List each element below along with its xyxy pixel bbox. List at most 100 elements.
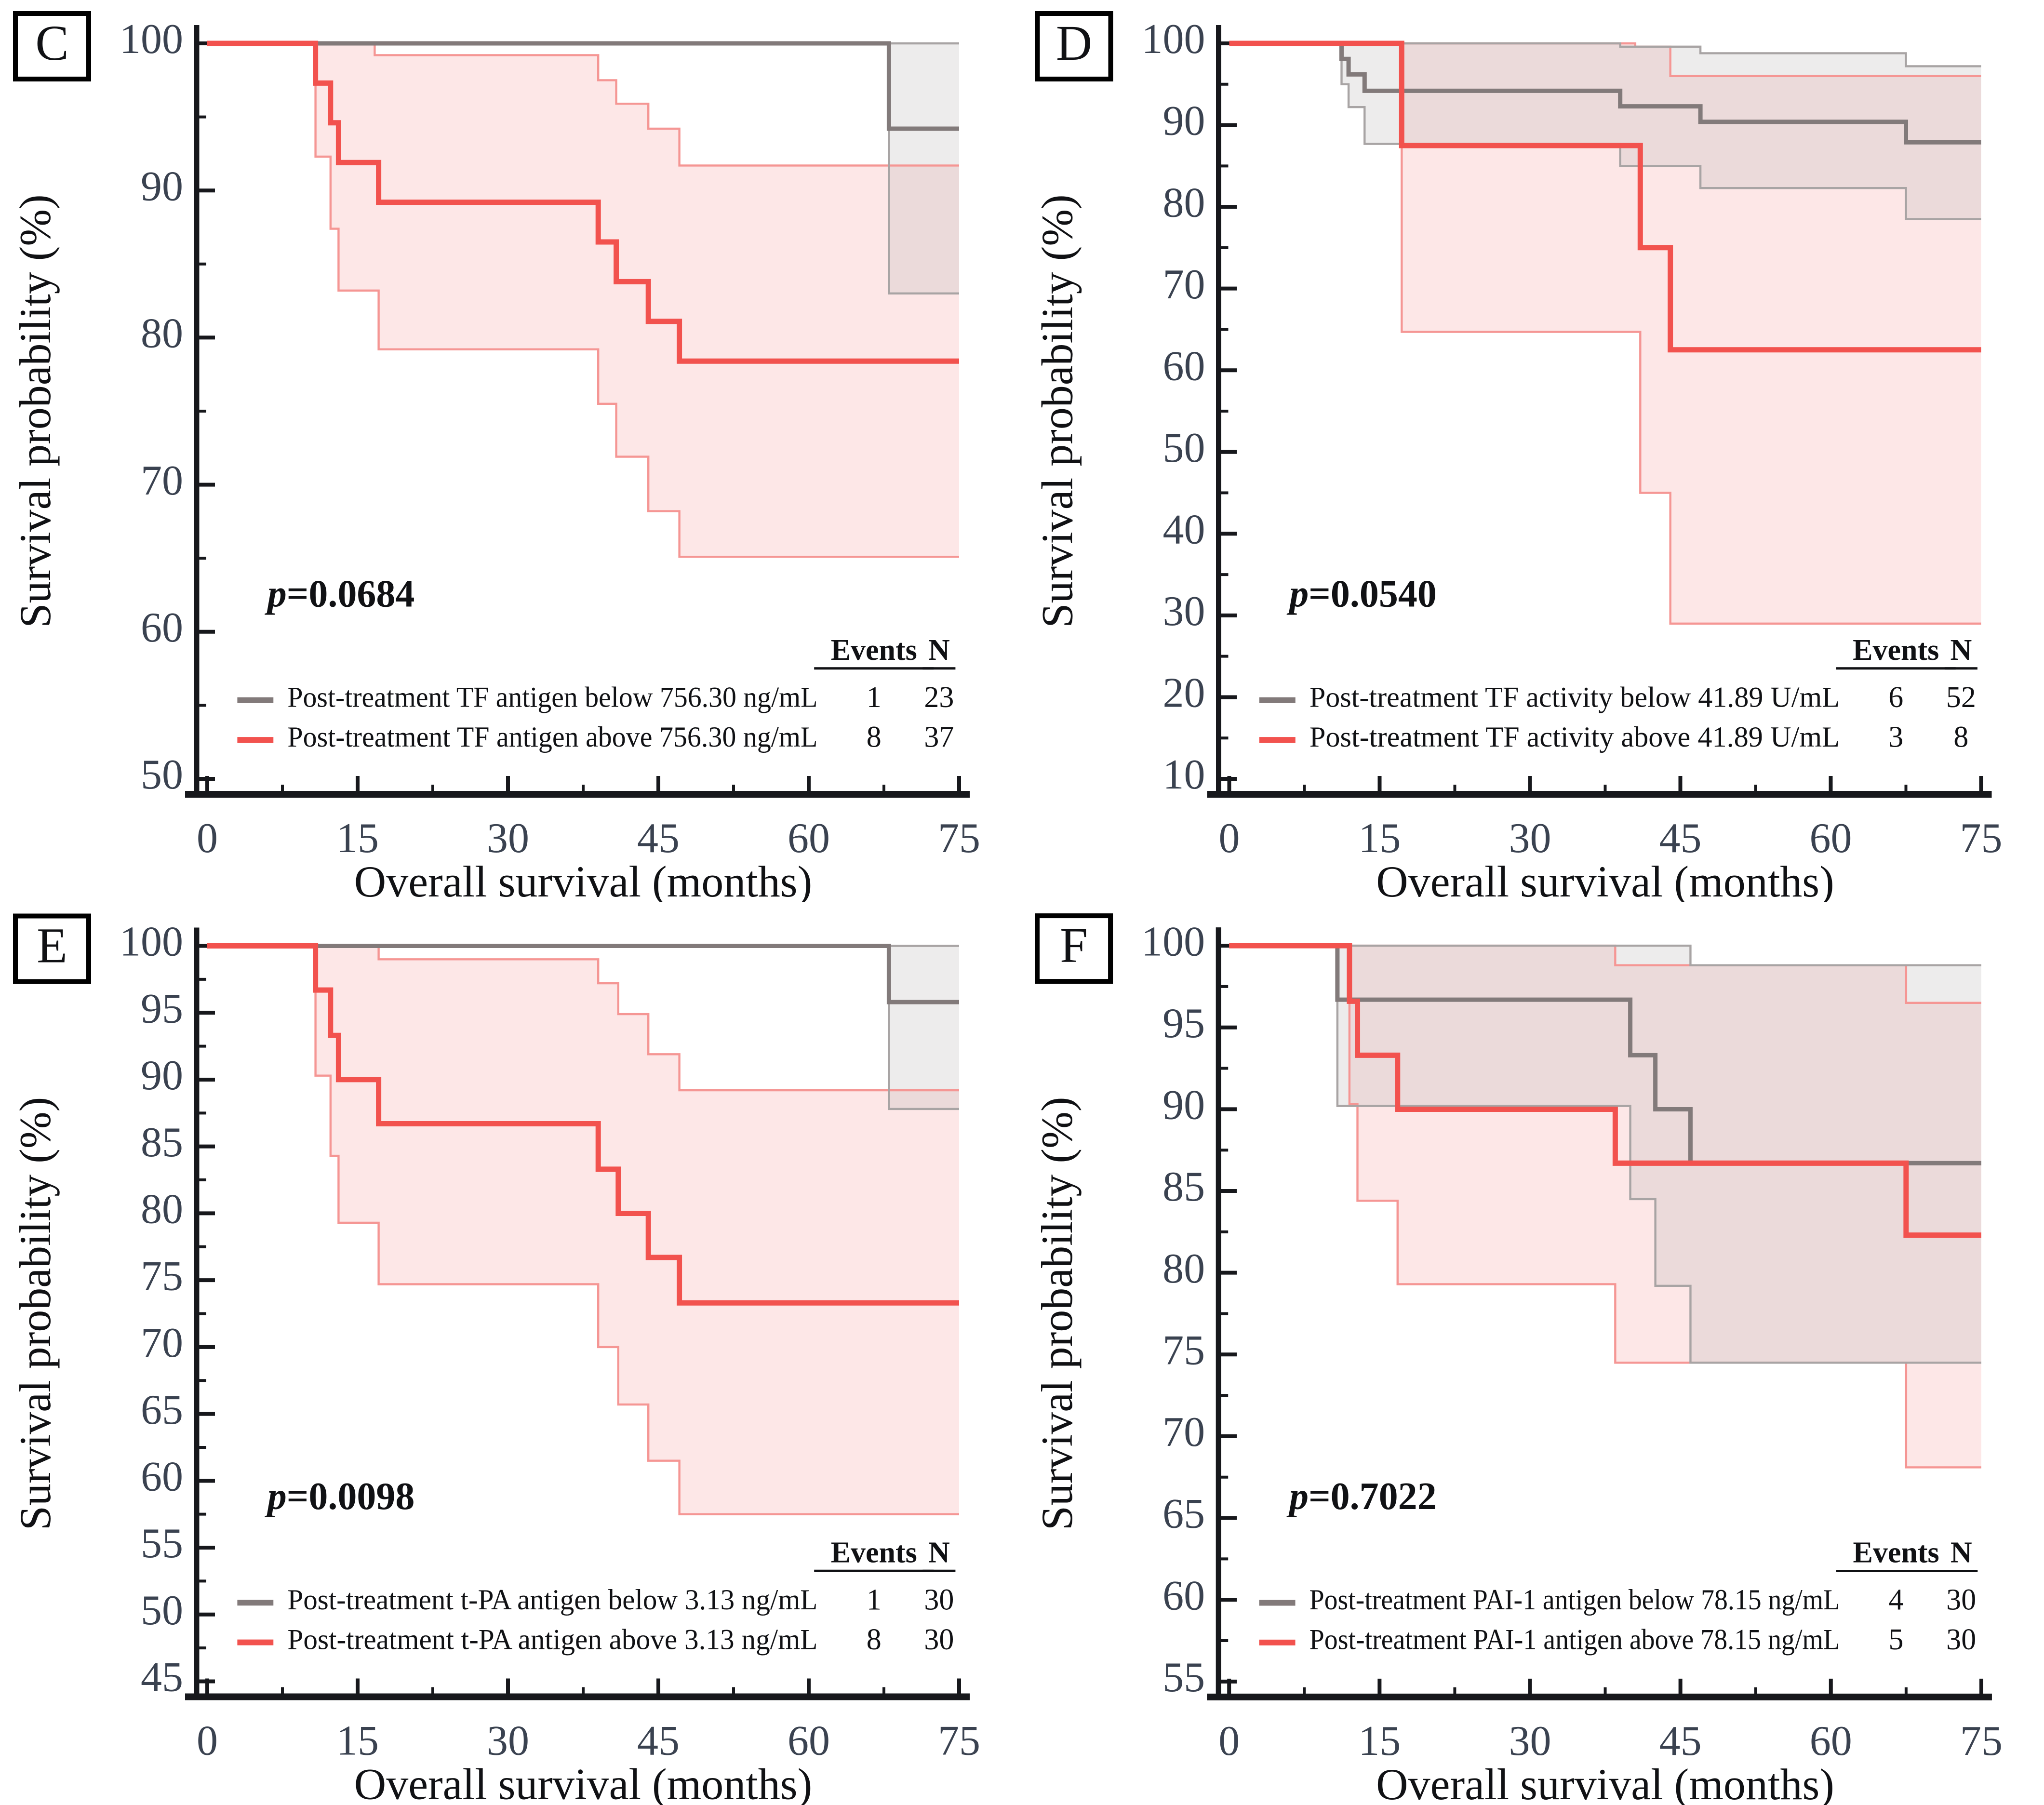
legend-row: Post-treatment t-PA antigen above 3.13 n… bbox=[237, 1623, 954, 1656]
legend-row: Post-treatment TF activity below 41.89 U… bbox=[1259, 681, 1976, 714]
legend-events-value: 1 bbox=[867, 681, 882, 714]
y-tick-label: 70 bbox=[141, 457, 183, 504]
legend-label: Post-treatment TF activity below 41.89 U… bbox=[1309, 681, 1840, 713]
x-tick-label: 15 bbox=[1359, 815, 1401, 862]
p-value: p=0.7022 bbox=[1286, 1475, 1437, 1518]
x-tick-label: 0 bbox=[197, 815, 218, 862]
km-curve-red bbox=[207, 943, 959, 1306]
legend: Events N Post-treatment PAI-1 antigen belo… bbox=[1259, 1536, 1978, 1656]
y-tick-label: 20 bbox=[1163, 670, 1205, 717]
x-tick-label: 75 bbox=[938, 815, 980, 862]
legend-events-value: 4 bbox=[1889, 1584, 1904, 1617]
y-tick-label: 100 bbox=[120, 919, 183, 965]
x-tick-label: 60 bbox=[1810, 815, 1852, 862]
y-tick-label: 80 bbox=[1163, 179, 1205, 226]
ci-bands bbox=[1229, 944, 1981, 1469]
x-tick-label: 45 bbox=[637, 815, 680, 862]
panel-label: F bbox=[1035, 913, 1113, 984]
y-tick-label: 90 bbox=[141, 1052, 183, 1099]
legend-events-header: Events bbox=[1853, 634, 1939, 667]
ci-band-red bbox=[207, 43, 959, 557]
y-axis-title: Survival probability (%) bbox=[1032, 1097, 1082, 1531]
panel-letter: D bbox=[1056, 15, 1092, 71]
km-curve-red bbox=[207, 40, 959, 364]
legend-n-value: 8 bbox=[1953, 721, 1968, 753]
ci-edge-lower-red bbox=[314, 43, 959, 558]
p-value: p=0.0098 bbox=[265, 1475, 415, 1518]
y-tick-label: 95 bbox=[141, 985, 183, 1032]
y-tick-label: 50 bbox=[1163, 425, 1205, 471]
x-tick-label: 45 bbox=[1659, 1718, 1702, 1765]
legend-n-value: 30 bbox=[924, 1583, 954, 1616]
survival-curves bbox=[1229, 943, 1981, 1238]
p-value: p=0.0540 bbox=[1286, 573, 1437, 615]
ci-edge-lower-red bbox=[1348, 946, 1981, 1469]
legend-label: Post-treatment PAI-1 antigen below 78.15… bbox=[1309, 1584, 1840, 1616]
ci-bands bbox=[207, 42, 959, 558]
ci-edge-upper-gray bbox=[1229, 944, 1981, 966]
x-tick-label: 0 bbox=[1219, 815, 1240, 862]
x-axis-title: Overall survival (months) bbox=[1376, 857, 1834, 902]
legend-row: Post-treatment TF antigen above 756.30 n… bbox=[237, 721, 954, 753]
ci-bands bbox=[207, 945, 959, 1515]
y-tick-label: 75 bbox=[141, 1253, 183, 1299]
y-tick-label: 80 bbox=[141, 1186, 183, 1233]
x-tick-label: 75 bbox=[1960, 1718, 2003, 1765]
legend-n-header: N bbox=[928, 1536, 950, 1569]
y-tick-label: 60 bbox=[1162, 1572, 1205, 1619]
x-axis-title: Overall survival (months) bbox=[354, 1760, 812, 1805]
legend-events-value: 6 bbox=[1888, 681, 1903, 714]
legend-events-header: Events bbox=[831, 1536, 917, 1569]
x-tick-label: 30 bbox=[1509, 1718, 1551, 1765]
y-tick-label: 90 bbox=[1162, 1082, 1205, 1129]
legend-label: Post-treatment t-PA antigen below 3.13 n… bbox=[287, 1584, 817, 1616]
y-tick-label: 60 bbox=[1163, 343, 1205, 389]
survival-curves bbox=[1229, 40, 1981, 353]
legend-row: Post-treatment PAI-1 antigen above 78.15… bbox=[1259, 1623, 1976, 1656]
legend-events-header: Events bbox=[831, 634, 917, 667]
y-tick-label: 10 bbox=[1163, 751, 1205, 798]
legend-events-value: 5 bbox=[1889, 1623, 1904, 1656]
panel-letter: F bbox=[1060, 917, 1088, 973]
ci-band-gray bbox=[1229, 43, 1981, 219]
km-curve-gray bbox=[1229, 943, 1981, 1165]
legend-events-value: 8 bbox=[867, 721, 882, 753]
ci-edge-lower-gray bbox=[1336, 946, 1981, 1364]
legend-events-value: 3 bbox=[1888, 721, 1903, 753]
x-tick-label: 60 bbox=[788, 815, 830, 862]
legend: Events N Post-treatment t-PA antigen below… bbox=[237, 1536, 956, 1656]
y-tick-label: 60 bbox=[141, 604, 183, 651]
panel-label: C bbox=[13, 11, 91, 81]
ci-edge-upper-red bbox=[207, 42, 959, 167]
km-curve-red bbox=[1229, 40, 1981, 353]
km-chart-f: 0 15 30 45 60 75556065707580859095100Overall … bbox=[1032, 913, 2003, 1805]
y-tick-label: 50 bbox=[141, 1587, 183, 1634]
y-tick-label: 95 bbox=[1162, 1000, 1205, 1047]
y-tick-label: 70 bbox=[141, 1320, 183, 1366]
legend-row: Post-treatment t-PA antigen below 3.13 n… bbox=[237, 1583, 954, 1616]
x-tick-label: 60 bbox=[1810, 1718, 1852, 1765]
legend-events-value: 1 bbox=[867, 1583, 882, 1616]
y-tick-label: 65 bbox=[1162, 1491, 1205, 1538]
x-tick-label: 45 bbox=[637, 1718, 680, 1765]
axes: 0 15 30 45 60 75 50 60 70 80 90 100 bbox=[120, 16, 980, 862]
y-tick-label: 55 bbox=[141, 1520, 183, 1567]
panel-letter: E bbox=[37, 918, 67, 973]
ci-band-gray bbox=[1229, 946, 1981, 1363]
x-tick-label: 0 bbox=[197, 1718, 218, 1765]
legend-events-header: Events bbox=[1853, 1536, 1939, 1569]
panel-letter: C bbox=[35, 15, 68, 71]
x-tick-label: 30 bbox=[487, 1718, 529, 1765]
km-curve-gray bbox=[207, 41, 959, 131]
x-tick-label: 15 bbox=[1358, 1718, 1401, 1765]
survival-curves bbox=[207, 943, 959, 1306]
panel-label: D bbox=[1035, 11, 1113, 81]
y-tick-label: 45 bbox=[141, 1654, 183, 1701]
legend-label: Post-treatment PAI-1 antigen above 78.15… bbox=[1309, 1624, 1840, 1656]
y-tick-label: 50 bbox=[141, 751, 183, 798]
survival-curves bbox=[207, 40, 959, 364]
panel-f: 0 15 30 45 60 75 55 60 65 70 75 80 85 90 95 100 Overall … bbox=[1022, 902, 2044, 1805]
y-tick-label: 70 bbox=[1162, 1409, 1205, 1456]
legend-label: Post-treatment TF activity above 41.89 U… bbox=[1309, 721, 1840, 753]
